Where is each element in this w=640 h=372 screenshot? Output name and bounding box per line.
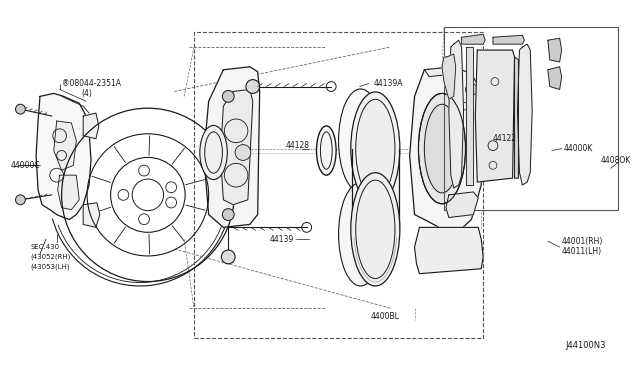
Circle shape	[246, 80, 260, 93]
Polygon shape	[220, 89, 253, 205]
Text: (43052(RH): (43052(RH)	[30, 254, 70, 260]
Ellipse shape	[339, 89, 383, 192]
Ellipse shape	[424, 104, 460, 193]
Polygon shape	[515, 57, 518, 178]
Polygon shape	[352, 148, 399, 230]
Ellipse shape	[356, 99, 395, 198]
Circle shape	[221, 250, 235, 264]
Circle shape	[15, 104, 26, 114]
Polygon shape	[83, 113, 99, 139]
Ellipse shape	[419, 93, 465, 204]
Ellipse shape	[200, 125, 227, 180]
Text: 4408OK: 4408OK	[601, 156, 631, 165]
Circle shape	[235, 145, 251, 160]
Text: J44100N3: J44100N3	[566, 341, 606, 350]
Text: 44139: 44139	[269, 235, 294, 244]
Text: 44122: 44122	[493, 134, 517, 143]
Text: 44001(RH): 44001(RH)	[561, 237, 603, 246]
Polygon shape	[424, 67, 456, 77]
Text: 44000C: 44000C	[11, 161, 40, 170]
Polygon shape	[410, 67, 483, 234]
Polygon shape	[54, 121, 76, 170]
Ellipse shape	[339, 183, 383, 286]
Polygon shape	[493, 35, 524, 44]
Text: SEC.430: SEC.430	[30, 244, 60, 250]
Text: ®08044-2351A: ®08044-2351A	[61, 79, 120, 88]
Polygon shape	[58, 175, 79, 210]
Text: (4): (4)	[81, 89, 92, 98]
Polygon shape	[442, 54, 456, 99]
Text: (43053(LH): (43053(LH)	[30, 263, 70, 270]
Polygon shape	[446, 192, 478, 218]
Circle shape	[222, 209, 234, 221]
Polygon shape	[449, 40, 463, 188]
Text: 44139A: 44139A	[373, 79, 403, 88]
Polygon shape	[548, 38, 561, 62]
Polygon shape	[415, 227, 483, 274]
Polygon shape	[36, 93, 91, 219]
Text: 44128: 44128	[285, 141, 309, 150]
Text: 44011(LH): 44011(LH)	[561, 247, 602, 256]
Ellipse shape	[317, 126, 336, 175]
Circle shape	[222, 90, 234, 102]
Polygon shape	[518, 44, 532, 185]
Ellipse shape	[356, 180, 395, 279]
Circle shape	[465, 84, 477, 95]
Text: 44000K: 44000K	[564, 144, 593, 153]
Ellipse shape	[351, 92, 400, 205]
Bar	[194, 32, 483, 338]
Polygon shape	[465, 47, 474, 185]
Text: 4400BL: 4400BL	[371, 311, 399, 321]
Bar	[444, 28, 618, 210]
Polygon shape	[461, 34, 485, 44]
Circle shape	[15, 195, 26, 205]
Polygon shape	[476, 50, 515, 182]
Polygon shape	[83, 203, 100, 227]
Polygon shape	[204, 67, 260, 227]
Polygon shape	[548, 67, 561, 89]
Ellipse shape	[351, 173, 400, 286]
